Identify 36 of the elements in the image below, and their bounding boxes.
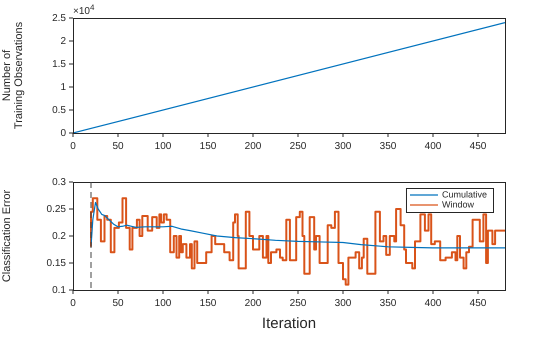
legend-label: Window <box>442 199 474 210</box>
x-tick-label: 100 <box>154 298 172 309</box>
y-tick-label: 0.1 <box>52 284 66 296</box>
x-axis-title: Iteration <box>262 315 316 332</box>
y-axis-title: Classification Error <box>1 190 14 282</box>
legend-label: Cumulative <box>442 189 488 200</box>
x-tick-label: 150 <box>200 298 217 309</box>
x-tick-label: 250 <box>290 140 307 152</box>
x-tick-label: 150 <box>200 140 217 152</box>
y-tick-label: 2.5 <box>52 12 66 24</box>
x-tick-label: 200 <box>244 298 262 309</box>
x-tick-label: 50 <box>112 140 124 152</box>
y-axis-title: Number of Training Observations <box>1 21 26 130</box>
y-tick-label: 2 <box>60 36 66 47</box>
x-tick-label: 300 <box>334 298 352 309</box>
y-tick-label: 1.5 <box>52 58 66 70</box>
y-tick-label: 0.2 <box>52 230 66 242</box>
x-tick-label: 50 <box>112 298 124 309</box>
x-tick-label: 350 <box>380 298 397 309</box>
x-tick-label: 0 <box>70 140 76 152</box>
y-tick-label: 0.5 <box>52 104 66 116</box>
x-tick-label: 450 <box>470 140 487 152</box>
y-tick-label: 0.3 <box>52 176 66 188</box>
x-tick-label: 100 <box>154 140 172 152</box>
x-tick-label: 400 <box>424 140 442 152</box>
x-tick-label: 200 <box>244 140 262 152</box>
y-tick-label: 0.15 <box>46 258 66 269</box>
x-tick-label: 400 <box>424 298 442 309</box>
y-tick-label: 0.25 <box>46 204 66 215</box>
x-tick-label: 300 <box>334 140 352 152</box>
x-tick-label: 0 <box>70 298 76 309</box>
x-tick-label: 450 <box>470 298 487 309</box>
x-tick-label: 350 <box>380 140 397 152</box>
y-tick-label: 1 <box>60 82 66 93</box>
x-tick-label: 250 <box>290 298 307 309</box>
y-tick-label: 0 <box>60 128 66 139</box>
